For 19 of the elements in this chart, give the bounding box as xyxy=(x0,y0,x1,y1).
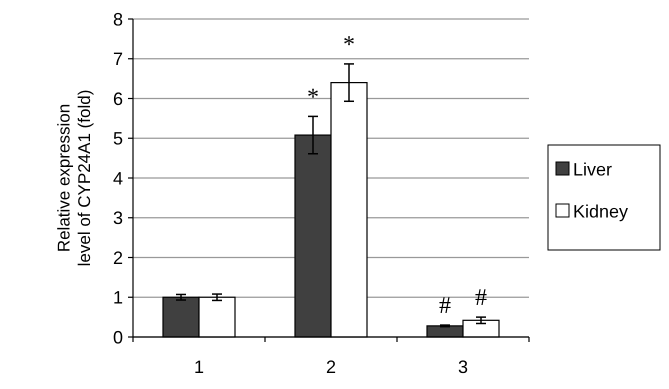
y-tick-label: 0 xyxy=(112,327,123,348)
x-tick-label: 1 xyxy=(194,357,204,377)
legend-label: Kidney xyxy=(573,201,628,222)
y-tick-label: 5 xyxy=(112,128,123,149)
legend-label: Liver xyxy=(573,159,612,180)
x-tick-label: 2 xyxy=(326,357,336,377)
annotation: # xyxy=(439,293,451,320)
annotation: * xyxy=(307,84,319,110)
y-tick-label: 3 xyxy=(112,208,123,228)
y-tick-label: 7 xyxy=(112,49,123,70)
y-axis-title: Relative expression level of CYP24A1 (fold) xyxy=(54,90,94,266)
annotation: * xyxy=(343,32,355,58)
y-tick-label: 4 xyxy=(112,168,123,188)
y-tick-label: 2 xyxy=(112,248,123,268)
x-tick-label: 3 xyxy=(458,357,468,377)
y-tick-label: 1 xyxy=(112,288,123,308)
y-tick-label: 8 xyxy=(112,9,123,30)
annotation: # xyxy=(475,285,487,312)
y-tick-label: 6 xyxy=(112,88,123,109)
